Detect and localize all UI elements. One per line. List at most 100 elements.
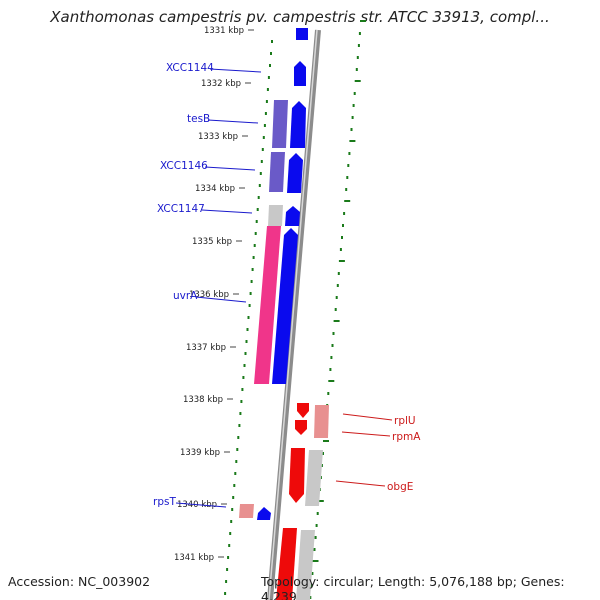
gc-skew-dot: [266, 88, 269, 91]
gc-skew-dot: [226, 568, 229, 571]
gc-skew-dot: [356, 56, 359, 59]
ruler-tick-label: 1335 kbp: [192, 237, 232, 247]
gc-skew-dot: [323, 440, 329, 442]
gc-skew-dot: [313, 548, 316, 551]
gc-skew-dot: [349, 140, 356, 142]
ruler-tick-label: 1336 kbp: [189, 290, 229, 300]
gene-rpmE-partial[interactable]: [276, 528, 297, 600]
gene-rpmA[interactable]: [295, 420, 307, 435]
gc-skew-dot: [342, 224, 344, 227]
gc-skew-dot: [254, 232, 257, 235]
gc-skew-dot: [265, 100, 268, 103]
orf-purple-2: [269, 152, 285, 192]
leader-xcc1146: [204, 166, 256, 171]
orf-lightred-rpsT: [239, 504, 254, 518]
gene-xcc1147[interactable]: [285, 206, 300, 226]
gc-skew-dot: [350, 128, 353, 131]
gc-skew-dot: [309, 596, 312, 599]
gene-xcc1143[interactable]: [296, 28, 308, 40]
gc-skew-dot: [353, 92, 356, 95]
gc-skew-dot: [348, 152, 351, 155]
gc-skew-dot: [334, 308, 337, 311]
gc-skew-dot: [271, 40, 273, 43]
gc-skew-dot: [346, 176, 349, 179]
gc-skew-dot: [248, 304, 251, 307]
label-obgE[interactable]: obgE: [387, 481, 413, 493]
gc-skew-dot: [261, 148, 264, 151]
leader-rpsT: [175, 502, 227, 508]
gc-skew-dot: [329, 368, 332, 371]
gc-skew-dot: [242, 376, 245, 379]
gc-skew-dot: [357, 44, 360, 47]
label-tesB[interactable]: tesB: [187, 113, 210, 125]
gc-skew-dot: [258, 184, 261, 187]
genome-backbone-highlight: [268, 29, 318, 600]
gc-skew-dot: [360, 20, 366, 22]
gc-skew-dots-left: [224, 40, 273, 595]
gc-skew-dot: [327, 392, 330, 395]
orf-gray-3: [296, 530, 315, 600]
gc-skew-dot: [314, 536, 317, 539]
leader-uvrA: [195, 296, 247, 303]
gc-skew-dot: [230, 520, 233, 523]
gc-skew-dot: [269, 64, 271, 67]
gene-rpsT[interactable]: [257, 507, 271, 520]
gc-skew-dot: [333, 320, 340, 322]
gc-skew-dot: [335, 296, 338, 299]
gc-skew-dot: [233, 484, 236, 487]
ruler: 1331 kbp 1332 kbp 1333 kbp 1334 kbp 1335 kbp…: [174, 26, 254, 563]
gc-skew-dot: [228, 544, 231, 547]
label-rpsT[interactable]: rpsT: [153, 496, 176, 508]
orf-gray-1: [268, 205, 283, 226]
gc-skew-dot: [232, 496, 235, 499]
gene-xcc1144[interactable]: [294, 61, 306, 86]
gc-skew-dot: [320, 464, 323, 467]
gene-tesB[interactable]: [290, 101, 306, 148]
label-xcc1146[interactable]: XCC1146: [160, 160, 208, 172]
gc-skew-dot: [253, 244, 256, 247]
gc-skew-dot: [243, 364, 246, 367]
gc-skew-dot: [257, 196, 260, 199]
leader-xcc1144: [209, 68, 262, 73]
gc-skew-dot: [250, 280, 253, 283]
gc-skew-dot: [317, 500, 324, 502]
gc-skew-dot: [336, 284, 339, 287]
gc-skew-dot: [224, 592, 227, 595]
gene-xcc1146[interactable]: [287, 153, 303, 193]
leader-rpmA: [341, 431, 391, 437]
gc-skew-dot: [263, 124, 266, 127]
gc-skew-dot: [249, 292, 252, 295]
label-xcc1147[interactable]: XCC1147: [157, 203, 205, 215]
gc-skew-dot: [231, 508, 234, 511]
gene-uvrA[interactable]: [272, 228, 298, 384]
gc-skew-dot: [354, 80, 361, 82]
gc-skew-dot: [328, 380, 335, 382]
gc-skew-dot: [256, 208, 259, 211]
gc-skew-dot: [311, 572, 314, 575]
gc-skew-dot: [229, 532, 232, 535]
gc-skew-dot: [310, 584, 313, 587]
gc-skew-dot: [264, 112, 267, 115]
orf-purple-1: [272, 100, 288, 148]
ruler-tick-label: 1339 kbp: [180, 448, 220, 458]
ruler-tick-label: 1341 kbp: [174, 553, 214, 563]
label-uvrA[interactable]: uvrA: [173, 290, 198, 302]
gc-skew-dot: [259, 172, 262, 175]
gene-obgE[interactable]: [289, 448, 305, 503]
gene-rplU[interactable]: [297, 403, 309, 418]
leader-xcc1147: [201, 209, 253, 214]
gc-skew-dot: [238, 424, 241, 427]
label-rpmA[interactable]: rpmA: [392, 431, 421, 443]
gc-skew-dot: [322, 452, 324, 455]
gc-skew-dot: [260, 160, 263, 163]
gc-skew-dot: [245, 340, 248, 343]
label-xcc1144[interactable]: XCC1144: [166, 62, 214, 74]
gc-skew-dot: [355, 68, 358, 71]
genome-backbone: [267, 29, 321, 600]
gc-skew-dot: [316, 512, 319, 515]
leader-obgE: [335, 480, 386, 487]
gc-skew-dot: [343, 212, 346, 215]
gc-skew-dot: [330, 356, 333, 359]
label-rplU[interactable]: rplU: [394, 415, 416, 427]
